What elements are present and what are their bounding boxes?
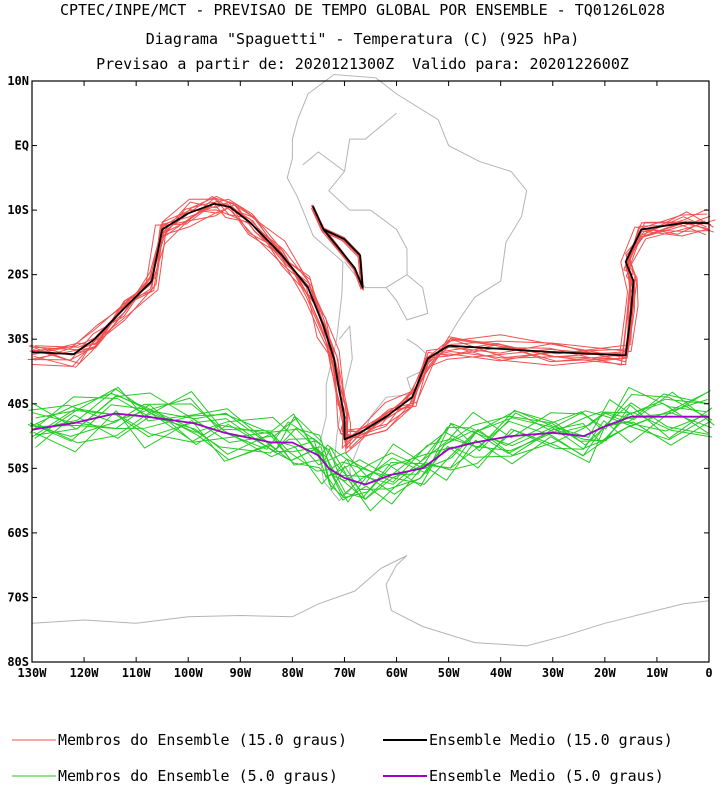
ensemble-mean-line	[31, 202, 709, 441]
lat-label: 50S	[7, 461, 29, 475]
chart-subtitle: Diagrama "Spaguetti" - Temperatura (C) (…	[145, 30, 580, 48]
antarctica-coast	[31, 555, 710, 647]
ensemble-member-line	[29, 386, 708, 487]
lat-label: 80S	[7, 655, 29, 669]
ensemble-member-line	[34, 195, 716, 449]
country-border	[328, 112, 397, 211]
lon-label: 110W	[122, 666, 152, 680]
lon-label: 80W	[282, 666, 304, 680]
lon-label: 60W	[386, 666, 408, 680]
ensemble-mean-line	[31, 412, 709, 486]
ensemble-means	[31, 202, 709, 486]
lat-label: 70S	[7, 590, 29, 604]
lat-label: 60S	[7, 526, 29, 540]
lon-label: 20W	[594, 666, 616, 680]
latitude-axis: 10N EQ 10S 20S 30S 40S 50S 60S 70S 80S	[7, 74, 29, 669]
lon-label: 90W	[229, 666, 251, 680]
lat-label: 30S	[7, 332, 29, 346]
legend-label: Ensemble Medio (5.0 graus)	[429, 767, 664, 785]
legend-label: Ensemble Medio (15.0 graus)	[429, 731, 673, 749]
ensemble-mean-line	[312, 206, 364, 289]
ensemble-member-line	[32, 391, 715, 478]
ensemble-member-line	[34, 386, 711, 483]
ensemble-member-line	[33, 410, 708, 505]
lon-label: 70W	[334, 666, 356, 680]
country-border	[302, 151, 345, 172]
legend: Membros do Ensemble (15.0 graus) Ensemble…	[12, 731, 673, 785]
chart-title: CPTEC/INPE/MCT - PREVISAO DE TEMPO GLOBA…	[59, 1, 666, 19]
lon-label: 50W	[438, 666, 460, 680]
ensemble-member-line	[27, 203, 706, 439]
legend-label: Membros do Ensemble (15.0 graus)	[58, 731, 347, 749]
lon-label: 100W	[174, 666, 204, 680]
lat-label: 20S	[7, 268, 29, 282]
ensemble-member-line	[32, 201, 706, 449]
ensemble-member-line	[29, 402, 709, 497]
ensemble-member-line	[35, 404, 713, 500]
legend-label: Membros do Ensemble (5.0 graus)	[58, 767, 338, 785]
lon-label: 130W	[18, 666, 48, 680]
lat-label: 10S	[7, 203, 29, 217]
country-border	[333, 325, 353, 469]
lon-label: 0	[705, 666, 712, 680]
lat-label: 40S	[7, 397, 29, 411]
ensemble-member-line	[35, 410, 712, 512]
country-border	[349, 209, 408, 250]
lat-label: EQ	[15, 139, 29, 153]
lon-label: 30W	[542, 666, 564, 680]
chart-forecast-info: Previsao a partir de: 2020121300Z Valido…	[96, 55, 629, 73]
country-border	[385, 274, 429, 321]
south-america-coast	[286, 73, 528, 502]
coastline	[31, 73, 710, 647]
country-border	[406, 338, 429, 356]
map-frame	[31, 80, 710, 663]
lon-label: 40W	[490, 666, 512, 680]
lon-label: 120W	[70, 666, 100, 680]
ensemble-members	[27, 195, 716, 512]
axis-ticks	[31, 80, 710, 663]
lon-label: 10W	[646, 666, 668, 680]
longitude-axis: 130W 120W 110W 100W 90W 80W 70W 60W 50W 40W 30W 20W…	[18, 666, 713, 680]
lat-label: 10N	[7, 74, 29, 88]
